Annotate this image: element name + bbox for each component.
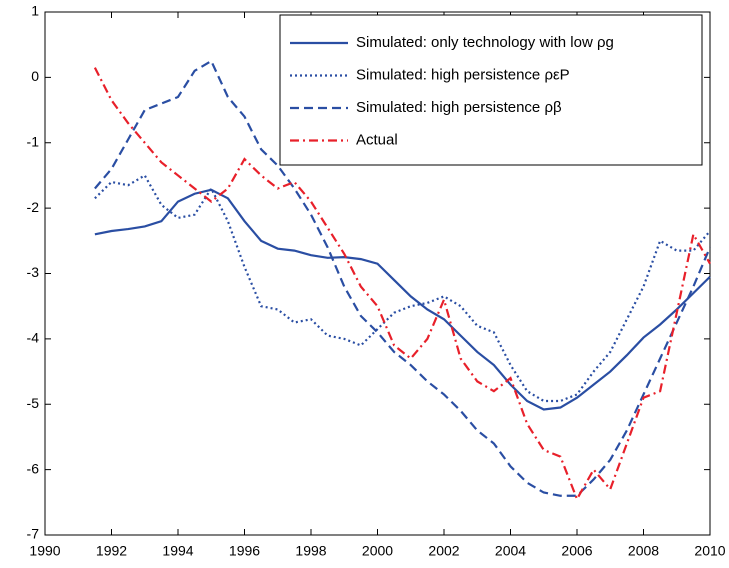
series-line [93, 67, 711, 502]
y-tick-label: -5 [27, 395, 40, 411]
series-line [94, 59, 712, 497]
y-tick-label: -7 [27, 526, 40, 542]
y-tick-label: 1 [31, 3, 39, 19]
y-tick-label: -4 [27, 330, 40, 346]
series-line [94, 188, 711, 411]
x-tick-label: 2008 [628, 543, 659, 559]
x-tick-label: 2010 [694, 543, 725, 559]
x-tick-label: 1998 [295, 543, 326, 559]
x-tick-label: 1994 [162, 543, 193, 559]
x-tick-label: 2000 [362, 543, 393, 559]
x-tick-label: 1992 [96, 543, 127, 559]
x-tick-label: 1996 [229, 543, 260, 559]
legend-label: Actual [356, 131, 398, 148]
y-tick-label: -3 [27, 264, 40, 280]
y-tick-label: -6 [27, 460, 40, 476]
legend-label: Simulated: high persistence ρβ [356, 99, 562, 116]
y-tick-label: -1 [27, 133, 40, 149]
y-tick-label: 0 [31, 68, 39, 84]
y-tick-label: -2 [27, 199, 40, 215]
x-tick-label: 1990 [29, 543, 60, 559]
series-line [94, 173, 711, 403]
x-tick-label: 2004 [495, 543, 526, 559]
x-tick-label: 2002 [428, 543, 459, 559]
legend-label: Simulated: high persistence ρεP [356, 66, 570, 83]
legend-label: Simulated: only technology with low ρg [356, 34, 614, 51]
legend-box [279, 14, 703, 166]
x-tick-label: 2006 [561, 543, 592, 559]
